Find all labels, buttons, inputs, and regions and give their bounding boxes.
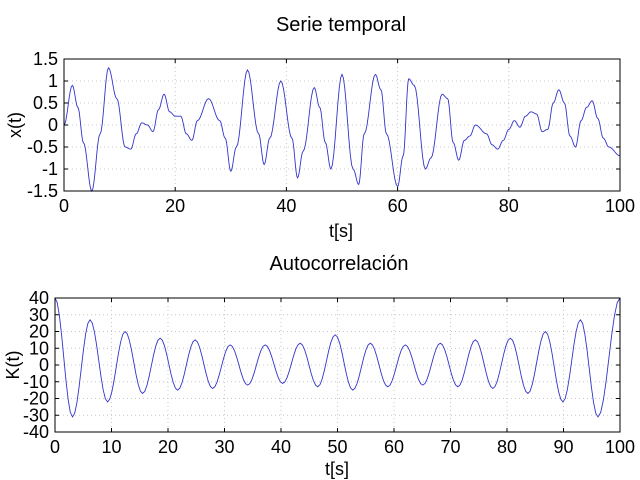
autocorrelation-panel: Autocorrelación 0 10 20 30 40 50 60 70 80 90 100-4… (3, 253, 635, 479)
time-series-xtick-label: 20 (165, 196, 185, 216)
autocorrelation-xtick-label: 100 (605, 437, 635, 457)
time-series-xtick-label: 40 (276, 196, 296, 216)
autocorrelation-xtick-label: 30 (214, 437, 234, 457)
autocorrelation-ytick-label: -20 (23, 389, 49, 409)
autocorrelation-ytick-label: 40 (29, 288, 49, 308)
time-series-xlabel: t[s] (329, 221, 353, 241)
time-series-xtick-label: 80 (499, 196, 519, 216)
autocorrelation-line (54, 297, 621, 418)
autocorrelation-xtick-label: 10 (101, 437, 121, 457)
autocorrelation-ylabel: K(t) (3, 351, 23, 380)
time-series-ytick-label: -1 (42, 159, 58, 179)
time-series-ylabel: x(t) (5, 112, 25, 138)
time-series-ytick-label: 0 (48, 115, 58, 135)
time-series-ytick-label: 1.5 (33, 49, 58, 69)
autocorrelation-xtick-label: 20 (158, 437, 178, 457)
time-series-ytick-label: -0.5 (27, 137, 58, 157)
time-series-xtick-label: 60 (388, 196, 408, 216)
time-series-ytick-label: -1.5 (27, 181, 58, 201)
time-series-panel: Serie temporal 0 20 40 60 80 100-1.5-1-0.500.… (5, 14, 635, 241)
autocorrelation-ytick-label: -30 (23, 405, 49, 425)
autocorrelation-ytick-label: 10 (29, 338, 49, 358)
autocorrelation-ytick-label: 20 (29, 322, 49, 342)
autocorrelation-ytick-label: 30 (29, 305, 49, 325)
autocorrelation-ticks: 0 10 20 30 40 50 60 70 80 90 100-40-30-20-10010203… (23, 288, 635, 457)
autocorrelation-xtick-label: 50 (327, 437, 347, 457)
autocorrelation-xlabel: t[s] (325, 459, 349, 479)
autocorrelation-xtick-label: 0 (50, 437, 60, 457)
autocorrelation-ytick-label: -10 (23, 372, 49, 392)
autocorrelation-title: Autocorrelación (270, 253, 409, 275)
time-series-line (63, 66, 621, 192)
autocorrelation-xtick-label: 70 (440, 437, 460, 457)
autocorrelation-xtick-label: 60 (384, 437, 404, 457)
autocorrelation-ytick-label: 0 (39, 355, 49, 375)
autocorrelation-xtick-label: 80 (497, 437, 517, 457)
time-series-xtick-label: 0 (59, 196, 69, 216)
time-series-title: Serie temporal (276, 14, 406, 36)
autocorrelation-xtick-label: 90 (553, 437, 573, 457)
time-series-xtick-label: 100 (605, 196, 635, 216)
autocorrelation-xtick-label: 40 (271, 437, 291, 457)
time-series-ticks: 0 20 40 60 80 100-1.5-1-0.500.511.5 (27, 49, 635, 216)
autocorrelation-ytick-label: -40 (23, 422, 49, 442)
autocorrelation-grid (54, 297, 621, 433)
time-series-ytick-label: 1 (48, 71, 58, 91)
time-series-ytick-label: 0.5 (33, 93, 58, 113)
